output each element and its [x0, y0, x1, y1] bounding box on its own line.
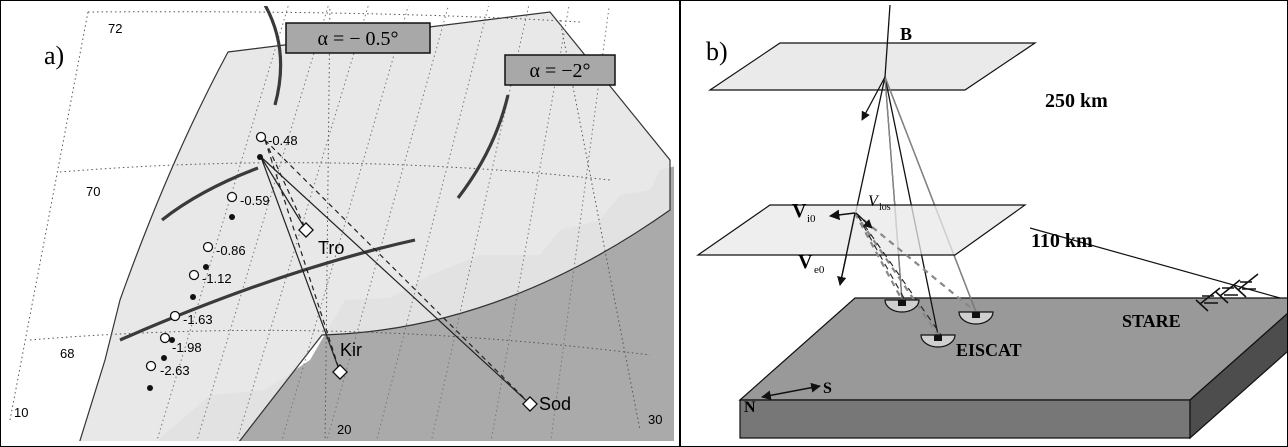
antenna-dish [920, 334, 956, 348]
point-value: -0.59 [240, 193, 270, 208]
station-kir-marker [332, 364, 348, 380]
dashed-beam-lines [854, 212, 977, 336]
point-value: -1.63 [183, 312, 213, 327]
b-field-line [884, 4, 891, 78]
antenna-dish [958, 311, 994, 325]
graticule [9, 6, 651, 441]
stare-antenna-icon [1195, 273, 1259, 312]
los-lines [260, 156, 531, 405]
plane-250km [708, 42, 1037, 91]
south-label: S [823, 380, 832, 397]
point-value: -1.98 [172, 340, 202, 355]
panel-a-map: a) α = − 0.5° α = −2° 72 70 68 10 20 30 … [0, 0, 680, 447]
v-los-arrow [855, 212, 873, 229]
panel-b-schematic: b) B 250 km 110 km V i0 V los V e0 EISCA… [680, 0, 1288, 447]
alpha-box-2 [504, 54, 616, 86]
dashed-beam-lines-dark [857, 215, 942, 336]
alpha-box-1-label: α = − 0.5° [317, 28, 398, 50]
panel-a-label: a) [44, 41, 64, 70]
station-tro-label: Tro [318, 238, 344, 258]
schematic-svg: b) B 250 km 110 km V i0 V los V e0 EISCA… [680, 0, 1288, 447]
lat-label: 68 [60, 346, 74, 361]
alt-110-label: 110 km [1031, 230, 1093, 252]
v-los-label: V [868, 193, 880, 210]
gray-beam [884, 76, 903, 301]
point-value: -1.12 [202, 271, 232, 286]
filled-dot-markers [147, 154, 263, 391]
plane-110km [696, 204, 1027, 256]
eiscat-label: EISCAT [956, 340, 1022, 360]
v-e0-arrow [837, 212, 856, 286]
point-value: -2.63 [160, 363, 190, 378]
station-sod-label: Sod [539, 394, 571, 414]
alt-250-label: 250 km [1045, 90, 1108, 112]
gray-beam [884, 76, 977, 313]
dashed-lines [264, 139, 531, 405]
b-field-label: B [900, 24, 912, 44]
fov-region [79, 11, 671, 441]
ground-slab-side [1189, 312, 1288, 440]
v-i0-arrow [828, 209, 856, 221]
alpha-box-2-label: α = −2° [529, 60, 590, 82]
lon-label: 20 [337, 422, 351, 437]
station-sod-marker [522, 396, 538, 412]
alpha-contours [119, 6, 510, 342]
stare-label: STARE [1122, 311, 1181, 331]
v-los-subscript: los [879, 202, 891, 213]
v-e0-subscript: e0 [814, 264, 825, 276]
v-i0-label: V [792, 200, 807, 222]
antenna-dish [884, 299, 920, 313]
v-i0-subscript: i0 [807, 213, 816, 225]
lon-label: 30 [648, 412, 662, 427]
lon-label: 10 [14, 405, 28, 420]
v-e0-label: V [798, 251, 813, 273]
station-tro-marker [298, 222, 314, 238]
map-svg: a) α = − 0.5° α = −2° 72 70 68 10 20 30 … [0, 0, 680, 447]
panel-b-label: b) [706, 37, 728, 66]
lat-label: 72 [108, 21, 122, 36]
lat-label: 70 [86, 184, 100, 199]
north-label: N [744, 399, 756, 416]
alpha-box-1 [285, 22, 431, 54]
station-markers [298, 222, 538, 412]
point-value: -0.86 [216, 243, 246, 258]
ns-arrow [761, 382, 821, 401]
projection-line [1029, 227, 1281, 299]
open-circle-markers [145, 131, 267, 372]
station-kir-label: Kir [340, 340, 362, 360]
point-value: -0.48 [268, 133, 298, 148]
b-vector-arrow [861, 76, 886, 121]
ground-slab-front [739, 399, 1191, 439]
